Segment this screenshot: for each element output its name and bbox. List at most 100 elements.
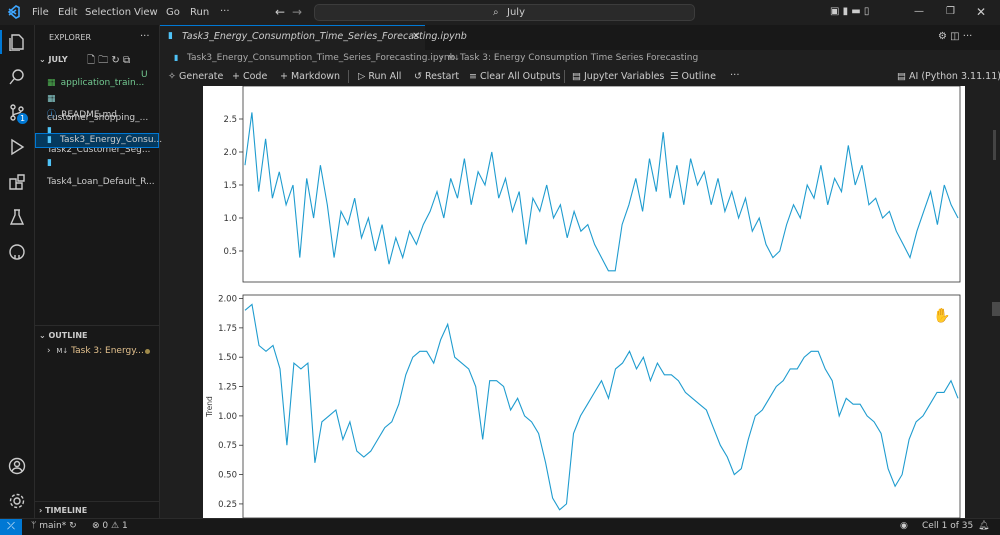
divider	[35, 501, 159, 502]
y-tick-label: 0.75	[218, 441, 237, 451]
run-debug-icon[interactable]	[8, 138, 26, 156]
file-item[interactable]: ▦ application_train... U	[47, 70, 157, 88]
output-background	[203, 86, 965, 518]
toolbar-more[interactable]: ···	[730, 70, 740, 81]
toolbar-button[interactable]: ✧ Generate	[168, 71, 224, 82]
toolbar-button[interactable]: + Markdown	[280, 71, 341, 82]
y-tick-label: 2.0	[223, 148, 237, 158]
tab-close[interactable]: ✕	[412, 31, 421, 42]
menu-item[interactable]: Selection	[85, 7, 132, 18]
github-icon[interactable]	[8, 243, 26, 261]
minimize[interactable]: —	[914, 6, 924, 17]
y-tick-label: 1.00	[218, 412, 237, 422]
account-icon[interactable]	[8, 457, 26, 475]
toolbar-label: Clear All Outputs	[479, 71, 561, 82]
toolbar-label: Restart	[424, 71, 460, 82]
extensions-icon[interactable]	[8, 173, 26, 191]
search-icon: ⌕	[493, 7, 499, 18]
toolbar-button[interactable]: ▷ Run All	[358, 71, 402, 82]
warning-count: 1	[121, 521, 128, 531]
title-bar: File Edit Selection View Go Run ··· ← → …	[0, 0, 1000, 25]
cell-indicator[interactable]: Cell 1 of 35	[922, 521, 974, 531]
close[interactable]: ✕	[976, 5, 987, 19]
file-item-selected[interactable]: ▮ Task3_Energy_Consu...	[35, 133, 163, 148]
search-box[interactable]: ⌕ July	[314, 4, 695, 21]
scrollbar-thumb[interactable]	[992, 302, 1000, 316]
more-actions[interactable]: ···	[140, 31, 150, 42]
explorer-icon[interactable]	[8, 33, 26, 51]
breadcrumb-item[interactable]: Task3_Energy_Consumption_Time_Series_For…	[187, 53, 456, 63]
testing-icon[interactable]	[8, 208, 26, 226]
menu-item[interactable]: Edit	[58, 7, 78, 18]
file-icon: ▮	[174, 53, 179, 62]
explorer-title: EXPLORER	[49, 33, 91, 42]
problems[interactable]: ⊗ 0 ⚠ 1	[92, 521, 128, 531]
markdown-badge: M↓	[56, 347, 69, 355]
y-tick-label: 2.00	[218, 295, 237, 305]
remote-button[interactable]: ⤫	[0, 519, 22, 535]
badge: 1	[17, 113, 28, 124]
outline-title: OUTLINE	[48, 331, 88, 340]
kernel-picker[interactable]: ▤ AI (Python 3.11.11)	[897, 71, 1000, 82]
file-icon: ▮	[47, 126, 52, 136]
menu-item[interactable]: File	[32, 7, 49, 18]
axes-frame	[242, 86, 961, 283]
y-tick-label: 1.50	[218, 353, 237, 363]
editor-actions[interactable]: ⚙ ◫ ···	[938, 31, 973, 42]
toolbar-button[interactable]: + Code	[232, 71, 268, 82]
file-item[interactable]: ⓘ README.md	[47, 102, 157, 120]
search-icon[interactable]	[8, 68, 26, 86]
file-icon: ▦	[47, 94, 56, 104]
menu-item[interactable]: Run	[190, 7, 210, 18]
menu-item[interactable]: ···	[220, 6, 230, 17]
outline-item[interactable]: › M↓ Task 3: Energy...	[47, 346, 144, 356]
file-item[interactable]: ▮ Task2_Customer_Seg...	[47, 118, 157, 155]
file-icon: ⓘ	[47, 110, 57, 120]
cell-output: 0.5 1.0 1.5 2.0 2.5 0.25 0.50 0.75 1.00 1.25 1.50 1…	[203, 86, 965, 518]
menu-item[interactable]: Go	[166, 7, 180, 18]
error-count: 0	[102, 521, 109, 531]
file-item[interactable]: ▦ customer_shopping_...	[47, 86, 157, 123]
series-line	[244, 303, 959, 511]
toolbar-button[interactable]: ▤ Jupyter Variables	[572, 71, 665, 82]
folder-actions[interactable]: 🗋 🗀 ↻ ⧉	[87, 55, 131, 66]
nav-back[interactable]: ←	[275, 5, 286, 19]
editor-tab[interactable]: ▮ Task3_Energy_Consumption_Time_Series_F…	[160, 25, 467, 50]
y-tick-label: 1.75	[218, 324, 237, 334]
outline-label: Task 3: Energy...	[71, 346, 144, 356]
status-bar: ⤫ ᛘ main* ↻ ⊗ 0 ⚠ 1 ◉ Cell 1 of 35 🔔︎	[0, 518, 1000, 535]
file-name: Task2_Customer_Seg...	[47, 145, 151, 155]
copilot-icon[interactable]: ◉	[900, 521, 908, 531]
breadcrumb-separator: ›	[440, 53, 444, 63]
settings-icon[interactable]	[8, 492, 26, 510]
toolbar-label: Code	[242, 71, 268, 82]
toolbar-button[interactable]: ☰ Outline	[670, 71, 716, 82]
notifications[interactable]: 🔔︎	[978, 521, 990, 531]
timeline-header[interactable]: › TIMELINE	[39, 506, 88, 515]
notebook-toolbar: ✧ Generate + Code + Markdown ▷ Run All ↺…	[160, 67, 1000, 86]
folder-name[interactable]: ⌄ JULY	[39, 55, 68, 64]
file-item[interactable]: ▮ Task4_Loan_Default_R...	[47, 150, 157, 187]
modified-dot	[145, 349, 150, 354]
y-tick-label: 2.5	[223, 115, 237, 125]
breadcrumb-item[interactable]: Task 3: Energy Consumption Time Series F…	[460, 53, 699, 63]
toolbar-label: Run All	[368, 71, 402, 82]
toolbar-button[interactable]: ≡ Clear All Outputs	[469, 71, 561, 82]
file-icon: ▦	[47, 78, 56, 88]
toolbar-button[interactable]: ↺ Restart	[414, 71, 460, 82]
file-name: Task3_Energy_Consu...	[60, 135, 163, 145]
kernel-label: AI (Python 3.11.11)	[909, 71, 1000, 82]
cursor: ✋	[933, 308, 951, 324]
y-tick-label: 1.25	[218, 383, 237, 393]
y-tick-label: 0.50	[218, 471, 237, 481]
source-control-icon[interactable]	[8, 103, 26, 121]
file-name: customer_shopping_...	[47, 113, 149, 123]
maximize[interactable]: ❐	[946, 6, 955, 17]
activity-bar: 1	[0, 25, 35, 518]
menu-item[interactable]: View	[134, 7, 158, 18]
branch[interactable]: ᛘ main* ↻	[31, 521, 77, 531]
outline-header[interactable]: ⌄ OUTLINE	[39, 331, 88, 340]
series-line	[244, 112, 959, 272]
nav-forward[interactable]: →	[292, 5, 303, 19]
layout-controls[interactable]: ▣ ▮ ▬ ▯	[830, 6, 870, 17]
